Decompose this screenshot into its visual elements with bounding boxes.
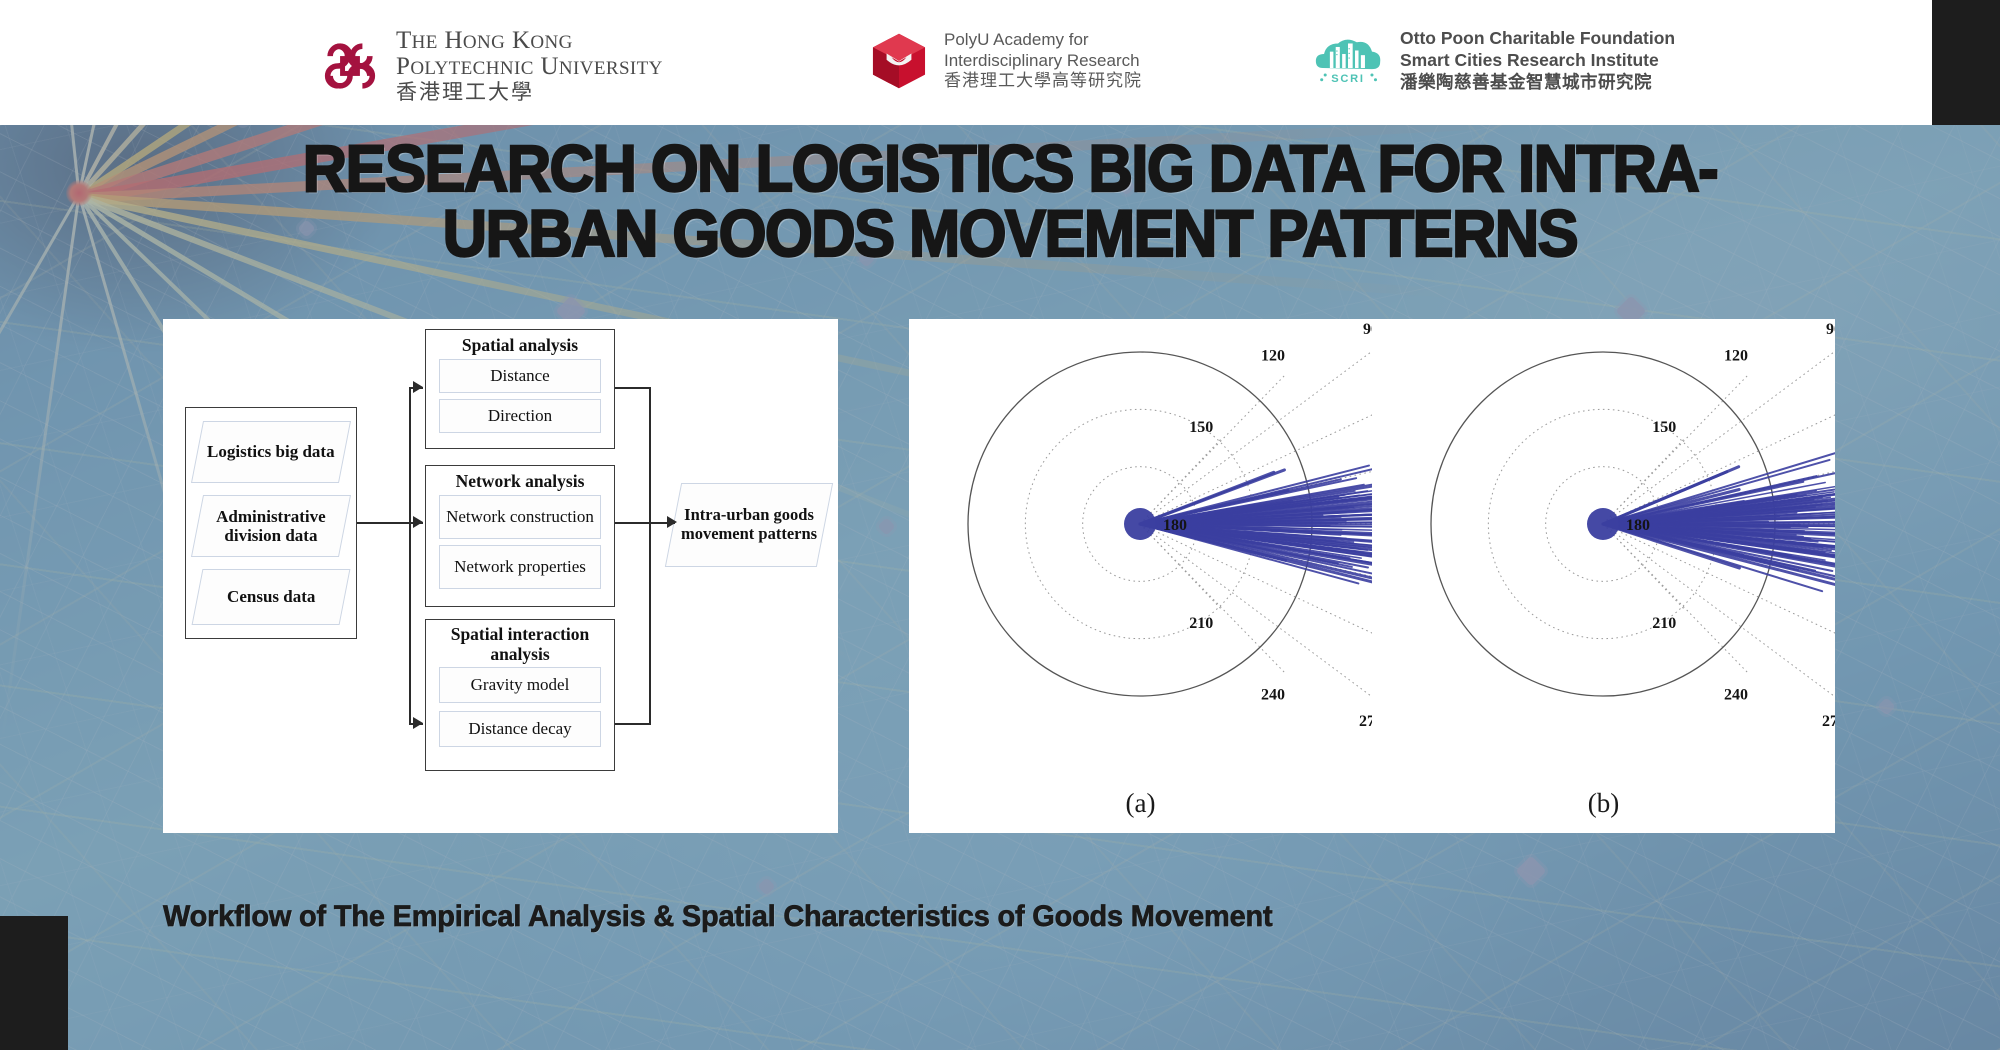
academy-line1: PolyU Academy for [944,30,1089,49]
diagram-group-network-title: Network analysis [455,471,585,491]
diagram-input-logistics: Logistics big data [190,421,352,483]
svg-text:SCRI: SCRI [1331,73,1365,85]
polyu-line1: THE HONG KONG [396,27,573,54]
diagram-item-gravity-model: Gravity model [439,667,601,703]
connector-to-output [649,522,675,524]
polyu-academy-logo: PolyU Academy for Interdisciplinary Rese… [868,30,1142,92]
polyu-academy-wordmark: PolyU Academy for Interdisciplinary Rese… [944,30,1142,92]
svg-text:210: 210 [1189,615,1213,632]
arrow-to-interaction [413,717,423,729]
polyu-chinese: 香港理工大學 [396,80,534,104]
scri-wordmark: Otto Poon Charitable Foundation Smart Ci… [1400,28,1675,94]
svg-text:180: 180 [1626,517,1650,534]
hk-polyu-wordmark: THE HONG KONG POLYTECHNIC UNIVERSITY 香港理… [396,28,663,104]
connector-network-right [615,522,651,524]
svg-text:150: 150 [1189,419,1213,436]
page-title-line1: RESEARCH ON LOGISTICS BIG DATA FOR INTRA… [302,131,1720,205]
scri-line1: Otto Poon Charitable Foundation [1400,28,1676,48]
polar-figure-a: 0306090120150180210240270300330500010000… [909,319,1571,833]
arrow-to-network [413,516,423,528]
diagram-item-network-properties: Network properties [439,545,601,589]
academy-line2: Interdisciplinary Research [944,50,1140,70]
svg-text:180: 180 [1163,517,1187,534]
connector-bus-left [409,388,411,724]
scri-logo: SCRI Otto Poon Charitable Foundation Sma… [1310,28,1675,94]
diagram-group-spatial-title: Spatial analysis [461,335,579,355]
svg-text:90: 90 [1363,321,1372,338]
svg-text:240: 240 [1261,687,1285,704]
connector-spatial-right [615,387,651,389]
svg-text:120: 120 [1261,347,1285,364]
svg-text:240: 240 [1724,687,1748,704]
polar-charts-panel: 0306090120150180210240270300330500010000… [909,319,2000,833]
svg-text:90: 90 [1826,321,1835,338]
diagram-input-admin: Administrative division data [190,495,352,557]
page-title-line2: URBAN GOODS MOVEMENT PATTERNS [442,196,1580,271]
header-dark-block [1932,0,2000,125]
connector-interaction-right [615,723,651,725]
scri-skyline-icon: SCRI [1315,39,1381,85]
diagram-item-distance: Distance [439,359,601,393]
academy-chinese: 香港理工大學高等研究院 [944,71,1142,91]
workflow-diagram: Logistics big data Administrative divisi… [163,319,838,833]
polar-chart-a: 0306090120150180210240270300330500010000… [967,321,1571,730]
arrow-to-spatial [413,381,423,393]
connector-bus-right [649,387,651,725]
polyu-cube-icon [872,33,926,89]
arrow-to-output [667,516,677,528]
polar-caption-b: (b) [1587,788,1620,818]
svg-text:270: 270 [1359,713,1372,730]
diagram-item-network-construction: Network construction [439,495,601,539]
scri-chinese: 潘樂陶慈善基金智慧城市研究院 [1400,71,1652,92]
bottom-left-dark-block [0,916,68,1050]
polar-figure-b: 0306090120150180210240270300330100002000… [1372,319,2000,833]
svg-text:120: 120 [1724,347,1748,364]
diagram-group-interaction-title: Spatial interaction analysis [450,624,590,664]
polyu-knot-icon [324,43,376,89]
svg-text:150: 150 [1652,419,1676,436]
workflow-diagram-panel: Logistics big data Administrative divisi… [163,319,838,833]
polyu-line2: POLYTECHNIC UNIVERSITY [396,53,663,80]
diagram-input-census: Census data [191,569,351,625]
svg-text:210: 210 [1652,615,1676,632]
slide-caption: Workflow of The Empirical Analysis & Spa… [163,900,1273,934]
polar-chart-b: 0306090120150180210240270300330100002000… [1430,321,2000,730]
diagram-output: Intra-urban goods movement patterns [664,483,834,567]
page-title: RESEARCH ON LOGISTICS BIG DATA FOR INTRA… [247,131,1772,271]
header-band [0,0,2000,125]
diagram-item-distance-decay: Distance decay [439,711,601,747]
scri-line2: Smart Cities Research Institute [1400,49,1659,70]
svg-text:270: 270 [1822,713,1835,730]
connector-input-out [357,522,411,524]
hk-polyu-logo: THE HONG KONG POLYTECHNIC UNIVERSITY 香港理… [318,28,663,104]
diagram-item-direction: Direction [439,399,601,433]
logo-row: THE HONG KONG POLYTECHNIC UNIVERSITY 香港理… [0,0,1932,125]
polar-caption-a: (a) [1125,788,1156,818]
